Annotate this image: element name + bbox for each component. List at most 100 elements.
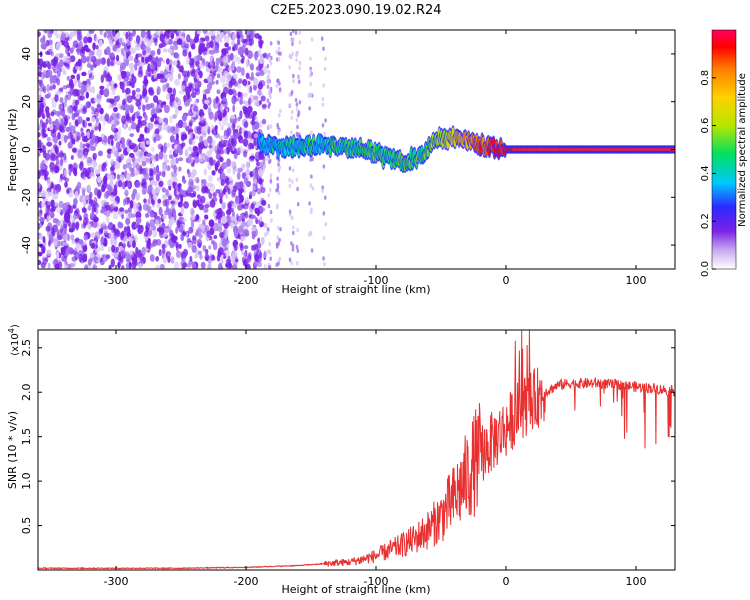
- noise-speckle: [256, 179, 262, 184]
- noise-speckle: [56, 234, 63, 241]
- noise-speckle: [290, 130, 293, 135]
- noise-speckle: [238, 225, 244, 234]
- spectrogram-x-label: Height of straight line (km): [281, 283, 430, 296]
- noise-speckle: [162, 123, 167, 131]
- noise-speckle: [161, 243, 166, 250]
- noise-speckle: [228, 30, 232, 33]
- noise-speckle: [139, 164, 143, 174]
- noise-speckle: [46, 136, 51, 142]
- noise-speckle: [59, 53, 64, 59]
- noise-speckle: [227, 46, 232, 51]
- noise-speckle: [135, 93, 141, 100]
- noise-speckle: [155, 218, 160, 227]
- noise-speckle: [263, 232, 267, 238]
- noise-speckle: [241, 221, 247, 228]
- noise-speckle: [216, 177, 221, 182]
- noise-speckle: [244, 47, 249, 56]
- noise-speckle: [53, 188, 56, 196]
- noise-speckle: [209, 199, 216, 208]
- noise-speckle: [215, 209, 221, 215]
- noise-speckle: [213, 115, 217, 123]
- noise-speckle: [183, 201, 189, 209]
- noise-speckle: [162, 48, 168, 53]
- noise-speckle: [154, 30, 160, 36]
- noise-speckle: [223, 185, 229, 192]
- noise-speckle: [181, 114, 187, 122]
- noise-speckle: [102, 207, 107, 216]
- noise-speckle: [172, 114, 177, 119]
- noise-speckle: [64, 214, 70, 223]
- noise-speckle: [101, 254, 105, 260]
- noise-speckle: [110, 80, 115, 86]
- noise-speckle: [193, 135, 199, 140]
- noise-speckle: [126, 162, 132, 169]
- noise-speckle: [200, 261, 206, 269]
- noise-speckle: [86, 63, 92, 68]
- noise-speckle: [143, 172, 150, 181]
- noise-speckle: [62, 85, 68, 90]
- noise-speckle: [71, 222, 76, 232]
- noise-speckle: [197, 250, 203, 255]
- noise-speckle: [219, 135, 223, 140]
- noise-speckle: [54, 165, 60, 174]
- snr-y-label: SNR (10 * v/v): [6, 411, 19, 489]
- noise-speckle: [86, 117, 90, 122]
- noise-speckle: [148, 54, 153, 61]
- noise-speckle: [118, 257, 123, 263]
- noise-speckle: [123, 235, 129, 243]
- noise-speckle: [204, 204, 210, 209]
- noise-speckle: [202, 45, 206, 53]
- noise-speckle: [182, 231, 187, 236]
- noise-speckle: [162, 256, 168, 264]
- noise-speckle: [84, 147, 90, 153]
- noise-speckle: [267, 203, 271, 209]
- noise-speckle: [63, 168, 68, 178]
- noise-speckle: [254, 33, 261, 39]
- noise-speckle: [89, 171, 96, 179]
- noise-speckle: [292, 230, 295, 236]
- noise-speckle: [89, 86, 94, 93]
- noise-speckle: [198, 203, 205, 211]
- noise-speckle: [126, 95, 133, 104]
- noise-speckle: [144, 230, 149, 237]
- noise-speckle: [174, 78, 180, 86]
- noise-speckle: [172, 181, 176, 189]
- noise-speckle: [288, 209, 292, 214]
- noise-speckle: [150, 243, 154, 248]
- noise-speckle: [65, 247, 70, 257]
- noise-speckle: [277, 40, 281, 46]
- noise-speckle: [294, 30, 298, 35]
- noise-speckle: [298, 60, 302, 66]
- noise-speckle: [207, 107, 212, 117]
- x-tick-label: -300: [104, 575, 129, 588]
- noise-speckle: [268, 250, 272, 255]
- noise-speckle: [239, 243, 244, 252]
- snr-x-axis: -300 -200 -100 0 100: [104, 330, 647, 588]
- noise-speckle: [63, 114, 68, 122]
- noise-speckle: [291, 30, 295, 34]
- noise-speckle: [211, 239, 215, 245]
- noise-speckle: [87, 223, 92, 230]
- noise-speckle: [171, 171, 178, 177]
- noise-speckle: [129, 167, 133, 172]
- noise-speckle: [150, 146, 155, 153]
- y-tick-label: -40: [20, 236, 33, 254]
- noise-speckle: [248, 30, 255, 37]
- noise-speckle: [109, 195, 114, 202]
- noise-speckle: [63, 244, 68, 250]
- noise-speckle: [295, 52, 299, 57]
- noise-speckle: [40, 37, 45, 44]
- noise-speckle: [295, 102, 299, 107]
- noise-speckle: [65, 63, 70, 68]
- noise-speckle: [231, 95, 237, 105]
- noise-speckle: [268, 242, 272, 247]
- noise-speckle: [110, 180, 114, 189]
- noise-speckle: [44, 30, 48, 34]
- noise-speckle: [126, 254, 132, 261]
- noise-speckle: [152, 107, 159, 115]
- noise-speckle: [159, 78, 166, 83]
- noise-speckle: [67, 92, 71, 102]
- noise-speckle: [128, 62, 135, 70]
- noise-speckle: [85, 217, 89, 225]
